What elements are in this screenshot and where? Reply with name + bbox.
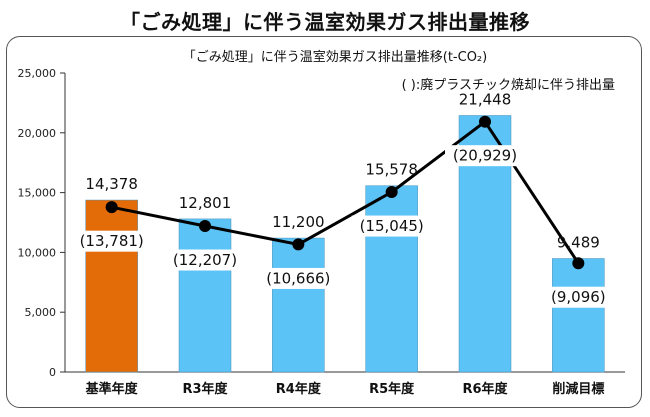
line-point bbox=[479, 115, 491, 128]
y-tick-label: 25,000 bbox=[18, 67, 57, 80]
line-point bbox=[105, 201, 118, 214]
line-point bbox=[199, 220, 211, 233]
legend-note: ( ):廃プラスチック焼却に伴う排出量 bbox=[402, 77, 615, 93]
x-category-label: R4年度 bbox=[276, 381, 322, 397]
line-label-bg bbox=[351, 215, 432, 237]
line-point bbox=[572, 257, 585, 270]
page-title: 「ごみ処理」に伴う温室効果ガス排出量推移 bbox=[120, 10, 530, 34]
line-point bbox=[385, 186, 398, 199]
line-value-label: (13,781) bbox=[80, 232, 144, 250]
x-category-label: R5年度 bbox=[369, 381, 415, 397]
x-category-label: R3年度 bbox=[182, 381, 228, 397]
bar bbox=[365, 185, 418, 373]
bar-value-label: 12,801 bbox=[179, 194, 232, 212]
bar bbox=[552, 258, 605, 373]
bar-value-label: 15,578 bbox=[365, 161, 418, 179]
line-value-label: (10,666) bbox=[266, 269, 330, 287]
y-tick-label: 0 bbox=[49, 366, 56, 379]
line-value-label: (20,929) bbox=[453, 147, 517, 165]
chart-title: 「ごみ処理」に伴う温室効果ガス排出量推移(t-CO₂) bbox=[183, 49, 487, 65]
line-value-label: (15,045) bbox=[360, 217, 424, 235]
x-category-label: 基準年度 bbox=[85, 381, 139, 397]
y-tick-label: 10,000 bbox=[18, 246, 57, 259]
bar bbox=[85, 199, 138, 373]
line-label-bg bbox=[538, 286, 619, 308]
y-tick-label: 15,000 bbox=[18, 187, 57, 200]
bar-value-label: 14,378 bbox=[85, 175, 138, 193]
x-category-label: R6年度 bbox=[462, 381, 508, 397]
y-tick-label: 5,000 bbox=[25, 306, 57, 319]
line-label-bg bbox=[258, 267, 339, 289]
line-label-bg bbox=[71, 230, 152, 252]
bar-value-label: 11,200 bbox=[272, 213, 325, 231]
line-label-bg bbox=[445, 145, 525, 167]
line-point bbox=[292, 238, 305, 251]
x-category-label: 削減目標 bbox=[552, 381, 604, 397]
y-tick-label: 20,000 bbox=[18, 127, 57, 140]
line-label-bg bbox=[165, 249, 245, 271]
bar-value-label: 9,489 bbox=[557, 234, 600, 252]
bar bbox=[272, 237, 325, 373]
bar-value-label: 21,448 bbox=[459, 90, 512, 108]
line-value-label: (9,096) bbox=[551, 288, 606, 306]
bar bbox=[178, 218, 232, 373]
line-value-label: (12,207) bbox=[173, 251, 237, 269]
